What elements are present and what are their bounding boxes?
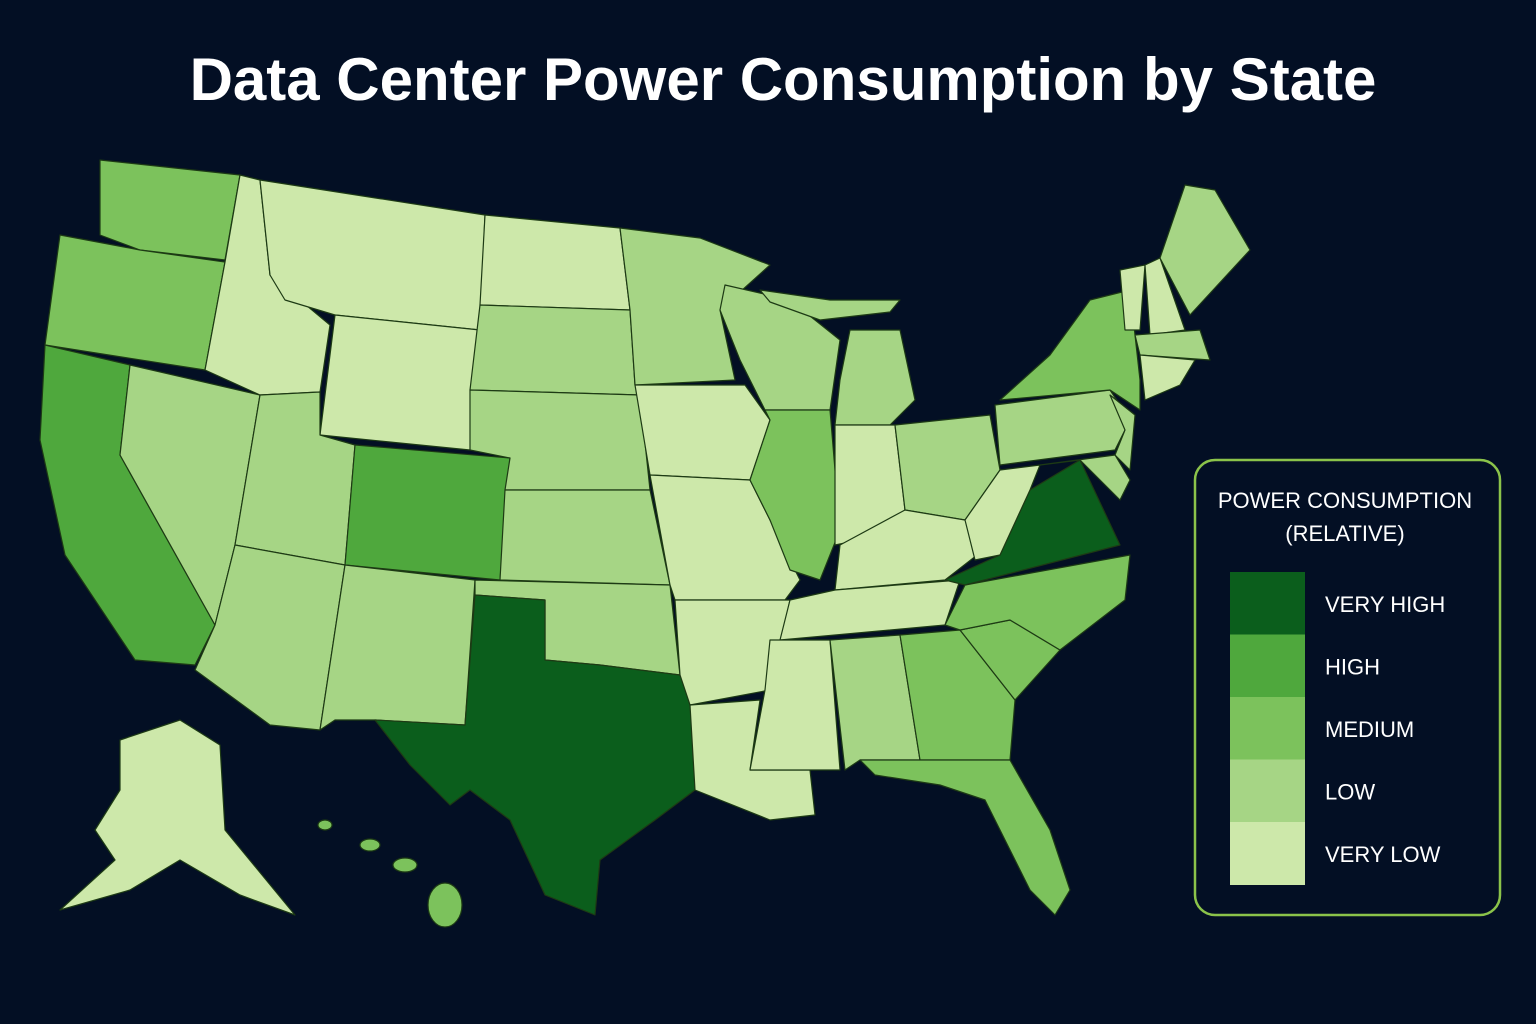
- state: [99, 159, 241, 261]
- state: [319, 314, 481, 451]
- state: [619, 227, 771, 386]
- states: [39, 159, 1251, 928]
- state: [1134, 329, 1211, 361]
- state: [964, 464, 1041, 561]
- legend-label: LOW: [1325, 779, 1375, 804]
- state: [374, 594, 696, 916]
- state: [392, 857, 418, 873]
- legend-box: [1193, 458, 1502, 917]
- state: [944, 554, 1131, 651]
- legend-swatch: [1230, 634, 1305, 698]
- state: [689, 699, 816, 821]
- state: [674, 599, 791, 706]
- state: [344, 444, 511, 581]
- state: [1159, 184, 1251, 316]
- state: [499, 489, 671, 586]
- state: [749, 409, 841, 581]
- state: [319, 564, 476, 731]
- legend-label: VERY LOW: [1325, 842, 1441, 867]
- state: [834, 329, 916, 426]
- legend-label: MEDIUM: [1325, 717, 1414, 742]
- state: [634, 384, 771, 481]
- legend-swatch: [1230, 759, 1305, 823]
- state: [59, 719, 296, 916]
- state: [1139, 354, 1196, 401]
- state: [479, 214, 631, 311]
- state: [1119, 264, 1146, 331]
- state: [759, 289, 901, 321]
- state: [779, 579, 961, 641]
- state: [359, 838, 381, 852]
- state: [1109, 394, 1136, 471]
- state: [899, 629, 1016, 761]
- state: [427, 882, 463, 928]
- state: [317, 819, 333, 831]
- legend-title: POWER CONSUMPTION: [1218, 488, 1472, 513]
- legend-label: HIGH: [1325, 654, 1380, 679]
- legend-title: (RELATIVE): [1285, 521, 1404, 546]
- legend-label: VERY HIGH: [1325, 592, 1445, 617]
- map-title: Data Center Power Consumption by State: [190, 46, 1377, 113]
- legend-swatch: [1230, 697, 1305, 760]
- legend-items: VERY HIGH HIGH MEDIUM LOW VERY LOW: [1230, 572, 1445, 885]
- state: [1039, 454, 1131, 501]
- state: [859, 759, 1071, 916]
- legend-swatch: [1230, 572, 1305, 635]
- legend-swatch: [1230, 822, 1305, 885]
- state: [469, 304, 641, 396]
- state: [1144, 257, 1186, 336]
